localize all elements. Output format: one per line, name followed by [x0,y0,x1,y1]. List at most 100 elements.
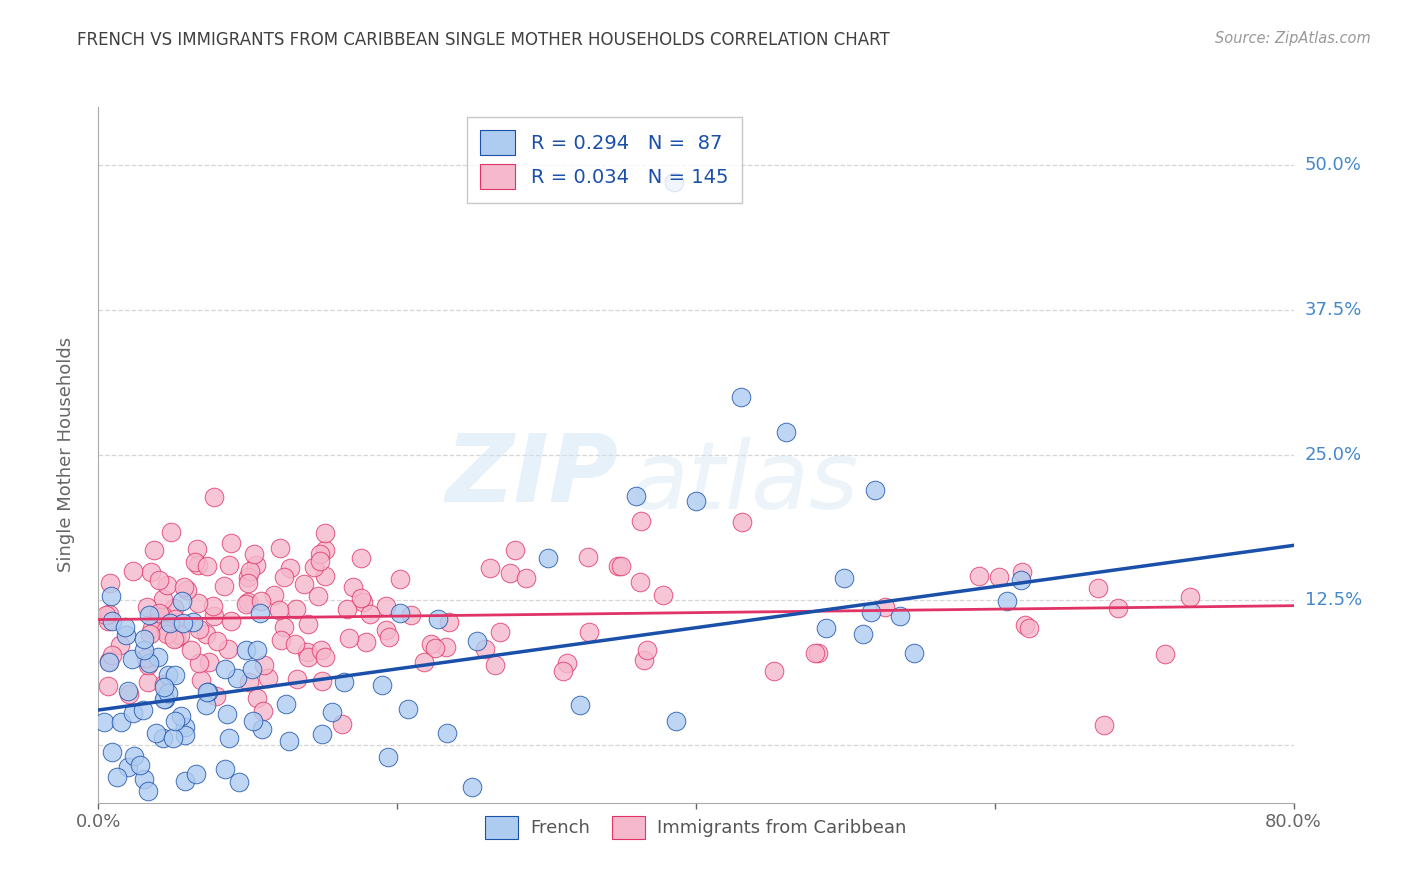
Point [187,558,209,573]
Point [136,674,159,689]
Point [484,657,506,672]
Point [148,650,170,665]
Y-axis label: Single Mother Households: Single Mother Households [56,337,75,573]
Point [132,772,155,786]
Point [101,745,124,759]
Point [1011,565,1033,579]
Point [1092,718,1115,732]
Point [100,575,122,590]
Point [652,588,675,602]
Point [162,731,184,746]
Point [553,664,575,678]
Point [160,524,183,539]
Point [239,564,262,578]
Point [129,758,152,772]
Point [307,589,329,603]
Point [555,656,578,670]
Point [153,691,176,706]
Point [804,646,827,660]
Point [474,641,496,656]
Point [245,558,267,572]
Point [195,685,218,699]
Point [423,640,446,655]
Point [311,726,333,740]
Point [1087,581,1109,595]
Point [775,425,797,439]
Point [607,558,630,573]
Point [152,731,174,745]
Point [273,570,295,584]
Point [569,698,592,712]
Point [413,655,436,669]
Point [578,624,600,639]
Point [308,554,330,568]
Point [277,734,299,748]
Point [249,606,271,620]
Point [97,680,120,694]
Point [330,716,353,731]
Point [352,595,374,609]
Point [97,654,120,668]
Point [117,684,139,698]
Point [378,631,401,645]
Point [250,722,273,736]
Point [138,657,160,671]
Point [505,542,527,557]
Point [478,561,501,575]
Point [114,620,136,634]
Text: 37.5%: 37.5% [1305,301,1362,319]
Point [219,536,242,550]
Point [269,541,291,555]
Point [246,690,269,705]
Point [187,596,209,610]
Point [314,650,336,665]
Point [159,615,181,630]
Point [273,620,295,634]
Point [93,714,115,729]
Point [136,784,159,798]
Point [143,543,166,558]
Point [967,569,990,583]
Point [183,555,205,569]
Point [162,632,184,646]
Point [110,638,132,652]
Point [250,594,273,608]
Point [314,526,336,541]
Point [873,599,896,614]
Point [263,588,285,602]
Point [270,632,292,647]
Point [148,606,170,620]
Point [243,547,266,561]
Point [636,643,658,657]
Point [145,726,167,740]
Point [1107,601,1129,615]
Point [311,673,333,688]
Point [132,642,155,657]
Point [121,706,143,720]
Point [859,605,882,619]
Point [132,702,155,716]
Point [122,564,145,578]
Point [170,594,193,608]
Point [436,725,458,739]
Point [354,635,377,649]
Point [155,624,177,638]
Point [987,570,1010,584]
Point [267,603,290,617]
Text: 12.5%: 12.5% [1305,591,1362,609]
Point [197,685,219,699]
Point [94,608,117,623]
Point [236,570,259,584]
Point [225,671,247,685]
Point [342,580,364,594]
Point [851,627,873,641]
Point [173,773,195,788]
Point [169,628,191,642]
Point [610,559,633,574]
Point [633,653,655,667]
Point [309,547,332,561]
Point [100,614,122,628]
Point [374,599,396,613]
Point [292,577,315,591]
Point [163,601,186,615]
